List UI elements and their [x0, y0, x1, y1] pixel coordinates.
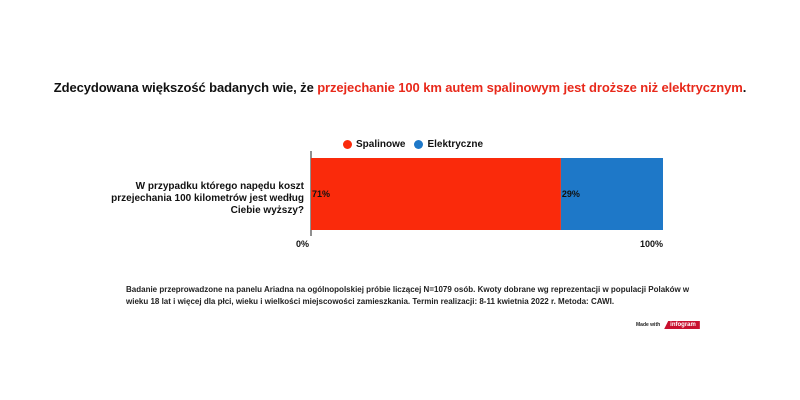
x-tick-label-max: 100%: [640, 239, 663, 249]
bar-label-elektryczne: 29%: [562, 189, 580, 199]
legend-label-elektryczne: Elektryczne: [427, 139, 484, 150]
title-highlight: przejechanie 100 km autem spalinowym jes…: [317, 80, 743, 95]
chart-title: Zdecydowana większość badanych wie, że p…: [0, 80, 800, 95]
infogram-logo: infogram: [664, 321, 700, 329]
title-prefix: Zdecydowana większość badanych wie, że: [53, 80, 318, 95]
bar-elektryczne[interactable]: [560, 158, 663, 230]
legend-item-spalinowe[interactable]: Spalinowe: [343, 139, 405, 150]
title-suffix: .: [742, 80, 747, 95]
made-with-label: Made with: [636, 322, 661, 328]
legend-dot-elektryczne: [414, 140, 424, 149]
bar-label-spalinowe: 71%: [312, 189, 330, 199]
bar-spalinowe[interactable]: [311, 158, 561, 230]
legend-dot-spalinowe: [343, 140, 352, 149]
legend: Spalinowe Elektryczne: [343, 139, 492, 150]
legend-item-elektryczne[interactable]: Elektryczne: [414, 139, 483, 150]
category-label: W przypadku którego napędu koszt przejec…: [111, 181, 304, 216]
made-with-branding[interactable]: Made with infogram: [636, 321, 700, 329]
x-tick-label-min: 0%: [296, 239, 309, 249]
footnote: Badanie przeprowadzone na panelu Ariadna…: [126, 285, 690, 306]
legend-label-spalinowe: Spalinowe: [356, 139, 406, 150]
